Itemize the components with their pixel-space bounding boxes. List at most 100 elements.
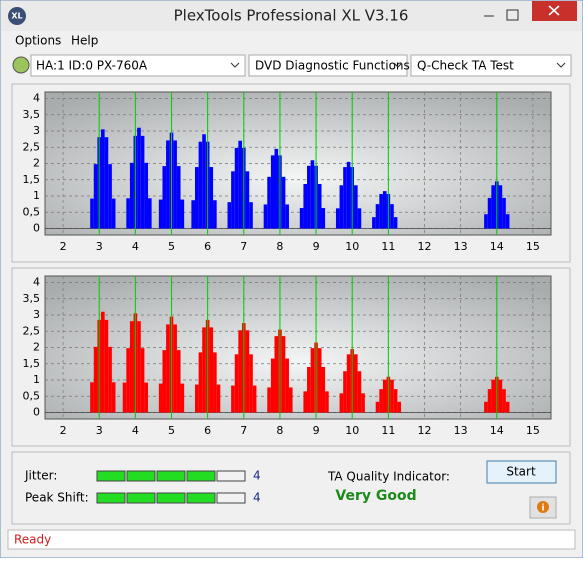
y-tick-label: 0,5	[23, 389, 41, 402]
x-tick-label: 6	[204, 424, 211, 437]
histogram-bar	[194, 384, 199, 413]
histogram-bar	[375, 204, 380, 229]
y-tick-label: 0	[33, 406, 40, 419]
histogram-bar	[390, 379, 394, 413]
histogram-bar	[108, 164, 112, 229]
histogram-bar	[180, 383, 185, 413]
x-tick-label: 13	[454, 424, 468, 437]
histogram-bar	[234, 354, 239, 413]
start-button-text[interactable]: Start	[506, 465, 536, 479]
histogram-bar	[505, 401, 510, 413]
histogram-bar	[111, 198, 116, 229]
histogram-bar	[231, 171, 235, 229]
histogram-bar	[372, 217, 376, 229]
y-tick-label: 3	[33, 124, 40, 137]
histogram-bar	[137, 127, 141, 229]
histogram-bar	[303, 391, 308, 413]
x-tick-label: 12	[418, 424, 432, 437]
histogram-bar	[249, 202, 253, 229]
histogram-bar	[270, 155, 275, 229]
start-button[interactable]	[486, 460, 557, 484]
histogram-bar	[299, 208, 304, 229]
histogram-bar	[252, 385, 257, 413]
meter-segment	[216, 492, 246, 504]
meter-segment	[126, 470, 156, 482]
histogram-bar	[325, 391, 329, 413]
x-tick-label: 5	[168, 240, 175, 253]
x-tick-label: 15	[526, 240, 540, 253]
y-tick-label: 1,5	[23, 357, 41, 370]
y-tick-label: 2	[33, 157, 40, 170]
window-title: PlexTools Professional XL V3.16	[174, 7, 409, 25]
histogram-bar	[104, 319, 109, 413]
histogram-bar	[379, 389, 383, 413]
histogram-bar	[180, 199, 185, 229]
x-tick-label: 8	[276, 240, 283, 253]
x-tick-label: 3	[96, 424, 103, 437]
x-tick-label: 7	[240, 240, 247, 253]
y-tick-label: 1	[33, 373, 40, 386]
histogram-bar	[234, 147, 239, 229]
histogram-bar	[137, 321, 141, 413]
histogram-bar	[140, 135, 145, 229]
meter-segment	[186, 470, 216, 482]
meters: Jitter: 4 Peak Shift: 4	[24, 469, 261, 505]
histogram-bar	[346, 354, 351, 413]
histogram-bar	[321, 208, 326, 229]
y-tick-label: 1,5	[23, 173, 41, 186]
histogram-bar	[487, 389, 492, 413]
histogram-bar	[166, 140, 170, 229]
histogram-bar	[158, 199, 163, 229]
status-bar	[7, 529, 576, 550]
menu-item[interactable]: Help	[71, 34, 98, 48]
histogram-bar	[227, 202, 232, 229]
histogram-bar	[162, 166, 167, 229]
histogram-bar	[487, 197, 492, 229]
histogram-bar	[202, 327, 206, 413]
x-tick-label: 8	[276, 424, 283, 437]
histogram-bar	[375, 401, 380, 413]
quality-value: Very Good	[335, 488, 416, 504]
meter-segment	[96, 470, 126, 482]
test-select[interactable]: Q-Check TA Test	[410, 54, 572, 77]
x-tick-label: 2	[60, 240, 67, 253]
histogram-bar	[245, 330, 250, 413]
histogram-bar	[310, 160, 315, 229]
select-text: HA:1 ID:0 PX-760A	[36, 59, 148, 73]
x-tick-label: 9	[313, 240, 320, 253]
histogram-bar	[498, 379, 503, 413]
histogram-bar	[216, 384, 221, 413]
x-tick-label: 14	[490, 240, 504, 253]
histogram-bar	[245, 171, 250, 229]
x-tick-label: 4	[132, 240, 139, 253]
select-text: DVD Diagnostic Functions	[255, 59, 410, 73]
histogram-bar	[111, 382, 116, 413]
histogram-bar	[339, 185, 344, 229]
histogram-bar	[393, 217, 398, 229]
histogram-bar	[126, 198, 130, 229]
histogram-bar	[498, 185, 503, 229]
function-select[interactable]: DVD Diagnostic Functions	[248, 54, 410, 77]
histogram-bar	[267, 176, 271, 229]
maximize-button[interactable]	[506, 9, 519, 21]
histogram-bar	[93, 346, 98, 413]
histogram-bar	[176, 166, 181, 229]
histogram-bar	[274, 148, 279, 229]
histogram-bar	[101, 311, 105, 413]
histogram-bar	[176, 350, 181, 413]
histogram-bar	[274, 336, 279, 413]
histogram-bar	[238, 330, 242, 413]
x-tick-label: 3	[96, 240, 103, 253]
y-tick-label: 0,5	[23, 205, 41, 218]
histogram-bar	[148, 198, 152, 229]
meter-label: Peak Shift:	[25, 491, 89, 505]
histogram-bar	[502, 389, 506, 413]
histogram-bar	[144, 162, 149, 229]
histogram-bar	[198, 141, 203, 229]
drive-select[interactable]: HA:1 ID:0 PX-760A	[30, 54, 246, 77]
app-icon	[8, 7, 26, 25]
histogram-bar	[144, 382, 149, 413]
menu-item[interactable]: Options	[15, 34, 61, 48]
histogram-bar	[357, 208, 362, 229]
x-tick-label: 9	[313, 424, 320, 437]
